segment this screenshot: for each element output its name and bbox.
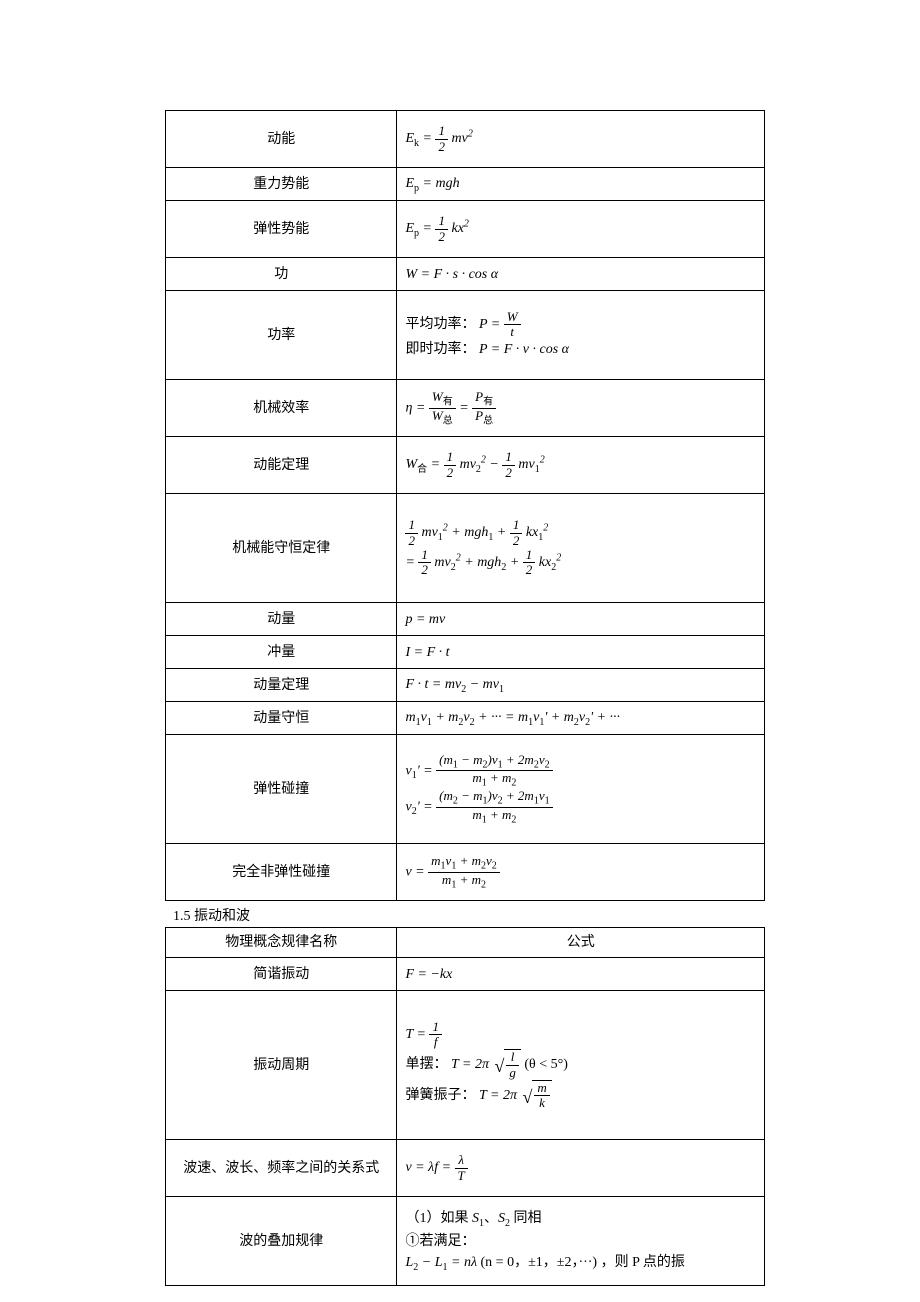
concept-name: 动量: [166, 603, 397, 636]
concept-name: 振动周期: [166, 991, 397, 1140]
formula-cell: F = −kx: [397, 958, 765, 991]
formula-cell: 12 mv12 + mgh1 + 12 kx12= 12 mv22 + mgh2…: [397, 494, 765, 603]
physics-table-2: 物理概念规律名称公式简谐振动F = −kx振动周期T = 1f单摆： T = 2…: [165, 927, 765, 1286]
table-row: 完全非弹性碰撞v = m1v1 + m2v2m1 + m2: [166, 844, 765, 901]
formula-cell: Ep = 12 kx2: [397, 201, 765, 258]
table-row: 动能定理W合 = 12 mv22 − 12 mv12: [166, 437, 765, 494]
table-row: 波的叠加规律（1）如果 S1、S2 同相①若满足：L2 − L1 = nλ (n…: [166, 1197, 765, 1286]
table-row: 简谐振动F = −kx: [166, 958, 765, 991]
concept-name: 动量定理: [166, 669, 397, 702]
table-row: 弹性势能Ep = 12 kx2: [166, 201, 765, 258]
formula-cell: W = F · s · cos α: [397, 258, 765, 291]
physics-table-1: 动能Ek = 12 mv2重力势能Ep = mgh弹性势能Ep = 12 kx2…: [165, 110, 765, 901]
formula-cell: W合 = 12 mv22 − 12 mv12: [397, 437, 765, 494]
formula-cell: p = mv: [397, 603, 765, 636]
concept-name: 机械能守恒定律: [166, 494, 397, 603]
formula-cell: v = m1v1 + m2v2m1 + m2: [397, 844, 765, 901]
table-row: 机械能守恒定律12 mv12 + mgh1 + 12 kx12= 12 mv22…: [166, 494, 765, 603]
concept-name: 波速、波长、频率之间的关系式: [166, 1140, 397, 1197]
concept-name: 重力势能: [166, 168, 397, 201]
concept-name: 弹性势能: [166, 201, 397, 258]
table-row: 功率平均功率： P = Wt即时功率： P = F · v · cos α: [166, 291, 765, 380]
concept-name: 物理概念规律名称: [166, 928, 397, 958]
concept-name: 完全非弹性碰撞: [166, 844, 397, 901]
formula-cell: m1v1 + m2v2 + ··· = m1v1' + m2v2' + ···: [397, 702, 765, 735]
page-root: 动能Ek = 12 mv2重力势能Ep = mgh弹性势能Ep = 12 kx2…: [0, 0, 920, 1302]
formula-cell: I = F · t: [397, 636, 765, 669]
concept-name: 简谐振动: [166, 958, 397, 991]
formula-cell: F · t = mv2 − mv1: [397, 669, 765, 702]
concept-name: 冲量: [166, 636, 397, 669]
concept-name: 波的叠加规律: [166, 1197, 397, 1286]
table-row: 动量定理F · t = mv2 − mv1: [166, 669, 765, 702]
formula-cell: 平均功率： P = Wt即时功率： P = F · v · cos α: [397, 291, 765, 380]
formula-cell: v = λf = λT: [397, 1140, 765, 1197]
table-row: 振动周期T = 1f单摆： T = 2π lg (θ < 5°)弹簧振子： T …: [166, 991, 765, 1140]
table-row: 波速、波长、频率之间的关系式v = λf = λT: [166, 1140, 765, 1197]
table-row: 动量守恒m1v1 + m2v2 + ··· = m1v1' + m2v2' + …: [166, 702, 765, 735]
formula-cell: Ek = 12 mv2: [397, 111, 765, 168]
concept-name: 弹性碰撞: [166, 735, 397, 844]
table-row: 功W = F · s · cos α: [166, 258, 765, 291]
formula-cell: v1' = (m1 − m2)v1 + 2m2v2m1 + m2v2' = (m…: [397, 735, 765, 844]
formula-cell: （1）如果 S1、S2 同相①若满足：L2 − L1 = nλ (n = 0，±…: [397, 1197, 765, 1286]
table-row: 动能Ek = 12 mv2: [166, 111, 765, 168]
formula-cell: T = 1f单摆： T = 2π lg (θ < 5°)弹簧振子： T = 2π…: [397, 991, 765, 1140]
formula-cell: 公式: [397, 928, 765, 958]
table-row: 弹性碰撞v1' = (m1 − m2)v1 + 2m2v2m1 + m2v2' …: [166, 735, 765, 844]
table-row: 重力势能Ep = mgh: [166, 168, 765, 201]
section-title-1-5: 1.5 振动和波: [173, 905, 765, 925]
concept-name: 机械效率: [166, 380, 397, 437]
concept-name: 动能定理: [166, 437, 397, 494]
concept-name: 动量守恒: [166, 702, 397, 735]
table-row: 动量p = mv: [166, 603, 765, 636]
formula-cell: η = W有W总 = P有P总: [397, 380, 765, 437]
table-row: 冲量I = F · t: [166, 636, 765, 669]
concept-name: 功率: [166, 291, 397, 380]
concept-name: 动能: [166, 111, 397, 168]
formula-cell: Ep = mgh: [397, 168, 765, 201]
concept-name: 功: [166, 258, 397, 291]
table-row: 机械效率η = W有W总 = P有P总: [166, 380, 765, 437]
table-row: 物理概念规律名称公式: [166, 928, 765, 958]
